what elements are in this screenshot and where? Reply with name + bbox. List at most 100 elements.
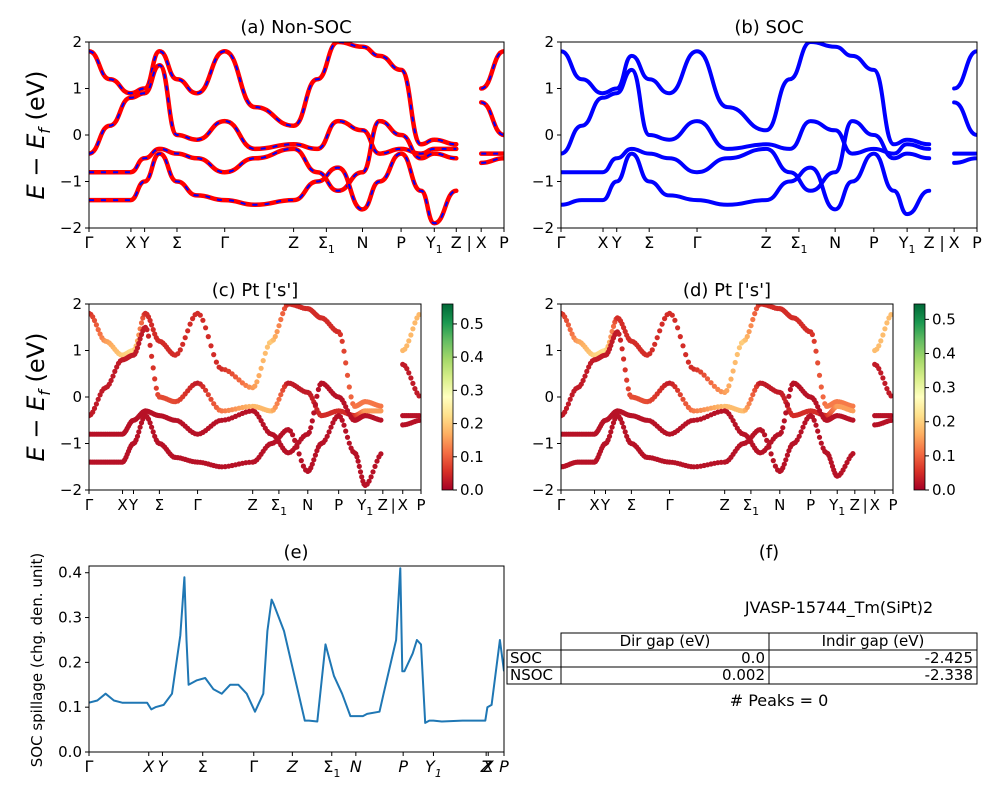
band-line-nonsoc — [89, 151, 504, 226]
panel-d-projection-point — [850, 417, 856, 423]
panel-c-projection-point — [256, 373, 262, 379]
panel-d-projection-point — [876, 343, 882, 349]
panel-d-projection-point — [815, 428, 821, 434]
panel-d-projection-point — [563, 405, 570, 411]
panel-c-projection-point — [312, 452, 318, 458]
panel-d-projection-point — [672, 384, 678, 390]
panel-d-projection-point — [711, 383, 718, 389]
panel-c-projection-point — [137, 336, 143, 342]
panel-c-projection-point — [274, 329, 280, 335]
panel-c-projection-point — [343, 428, 349, 434]
peaks-label: # Peaks = 0 — [730, 691, 829, 710]
panel-d-xtick-label: X — [870, 496, 880, 514]
panel-d-projection-point — [787, 386, 794, 393]
table-header-dir-gap: Dir gap (eV) — [620, 632, 711, 650]
panel-e-xtick-label: Γ — [249, 757, 258, 776]
panel-a-xtick-label: Z — [451, 233, 462, 252]
panel-c-projection-point — [262, 350, 268, 356]
panel-c-projection-point — [153, 385, 159, 391]
band-line-soc — [561, 119, 977, 193]
panel-c-projection-point — [258, 418, 264, 424]
panel-c-projection-point — [136, 429, 142, 435]
panel-d-projection-point — [606, 433, 613, 439]
panel-c-xtick-label: N — [302, 496, 313, 514]
panel-a-ytick-label: −2 — [60, 219, 82, 237]
panel-e-plot: 0.00.10.20.30.4Γ X Y Σ Γ Z Σ1 N P Y1 ZX P — [58, 564, 509, 780]
panel-d-projection-point — [675, 387, 681, 393]
panel-c-projection-point — [134, 345, 141, 351]
panel-b-ytick-label: 1 — [544, 80, 554, 98]
panel-d-projection-point — [878, 338, 884, 344]
panel-d-projection-point — [786, 393, 792, 399]
colorbar-c-tick-label: 0.5 — [460, 315, 484, 333]
panel-d-projection-point — [780, 425, 786, 431]
panel-b-xtick-label: P — [869, 233, 879, 252]
panel-e-ytick-label: 0.1 — [58, 698, 82, 716]
panel-d-projection-point — [584, 368, 590, 374]
panel-d-projection-point — [619, 346, 625, 352]
panel-d-projection-point — [850, 408, 856, 414]
panel-d-projection-point — [781, 461, 787, 467]
panel-d-projection-point — [672, 317, 678, 323]
panel-c-projection-point — [404, 343, 410, 349]
panel-d-xtick-label: Z — [720, 496, 730, 514]
panel-c-projection-point — [311, 410, 317, 416]
panel-c-projection-point — [296, 451, 302, 457]
panel-d-projection-point — [752, 311, 758, 317]
ylabel-spillage: SOC spillage (chg. den. unit) — [28, 553, 46, 768]
panel-c-ytick-label: −1 — [60, 435, 82, 453]
panel-d-projection-point — [818, 440, 824, 446]
panel-d-projection-point — [567, 396, 573, 402]
table-cell — [560, 649, 770, 668]
band-line-soc — [561, 42, 977, 147]
panel-d-projection-point — [662, 316, 668, 322]
panel-c-title: (c) Pt ['s'] — [212, 280, 299, 301]
panel-a-ytick-label: 0 — [72, 126, 82, 144]
panel-c-projection-point — [290, 432, 296, 438]
panel-a-xtick-label: Y — [139, 233, 150, 252]
panel-c-projection-point — [182, 335, 188, 341]
panel-c-projection-point — [378, 403, 384, 409]
panel-d-projection-point — [800, 424, 806, 430]
ylabel-top: E − Ef (eV) — [22, 71, 54, 200]
panel-d-projection-point — [624, 377, 630, 383]
panel-d-xtick-label: Σ — [627, 496, 636, 514]
panel-a-xtick-label: Z — [288, 233, 299, 252]
panel-c-projection-point — [208, 343, 214, 349]
panel-c-projection-point — [134, 433, 141, 439]
panel-d-ytick-label: 0 — [544, 388, 554, 406]
panel-d-projection-point — [654, 335, 660, 341]
panel-c-projection-point — [149, 322, 155, 328]
panel-a-xtick-label: Γ — [220, 233, 229, 252]
panel-d-projection-point — [816, 372, 823, 378]
panel-e-ytick-label: 0.0 — [58, 743, 82, 761]
band-line-soc-dashed — [89, 42, 504, 146]
panel-d-projection-point — [764, 437, 770, 443]
panel-b-xtick-label: P — [972, 233, 982, 252]
panel-d-projection-point — [657, 328, 663, 334]
panel-d-projection-point — [680, 396, 686, 402]
panel-c-projection-point — [344, 372, 351, 378]
panel-d-ytick-label: −1 — [532, 435, 554, 453]
panel-c-projection-point — [326, 429, 332, 435]
panel-c-projection-point — [306, 429, 312, 435]
panel-c-projection-point — [346, 440, 352, 446]
panel-d-xtick-label: Y1 — [828, 496, 845, 518]
panel-c-projection-point — [280, 311, 286, 317]
panel-c-projection-point — [254, 379, 260, 385]
panel-c-xtick-label: P — [416, 496, 425, 514]
panel-c-projection-point — [410, 380, 416, 386]
panel-d-projection-point — [567, 327, 573, 333]
panel-d-projection-point — [888, 393, 893, 399]
panel-d-xtick-label: P — [806, 496, 815, 514]
panel-c-projection-point — [145, 333, 152, 339]
colorbar-d-tick-label: 0.3 — [932, 379, 956, 397]
panel-e-xtick-label: Σ1 — [323, 757, 340, 780]
panel-e-xtick-label: X — [482, 757, 495, 776]
panel-d-projection-point — [647, 351, 653, 357]
panel-d-projection-point — [813, 348, 819, 354]
panel-f-title: (f) — [759, 542, 779, 563]
panel-c-projection-point — [272, 333, 278, 340]
panel-a-title: (a) Non-SOC — [240, 17, 351, 38]
